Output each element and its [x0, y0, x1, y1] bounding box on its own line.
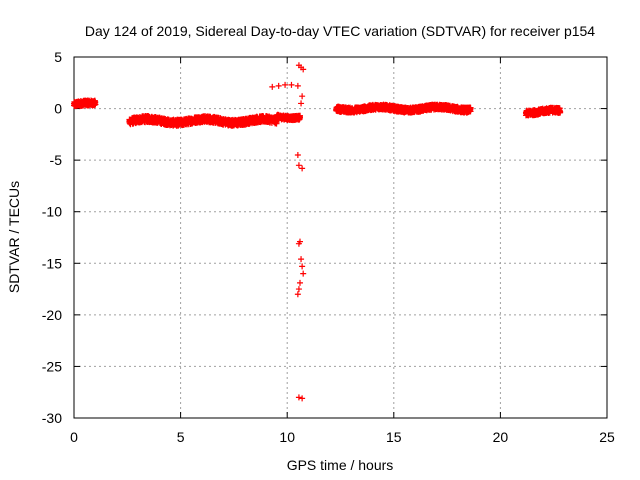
data-point	[92, 101, 99, 108]
x-tick-label: 20	[493, 429, 509, 445]
axis-ticks: 0 5 10 15 20 25 5 0 -5 -10 -15 -20 -25 -30	[42, 49, 615, 445]
data-point	[299, 263, 306, 270]
chart-title: Day 124 of 2019, Sidereal Day-to-day VTE…	[85, 23, 595, 39]
data-point	[294, 82, 301, 89]
x-tick-label: 5	[177, 429, 185, 445]
data-point	[295, 394, 302, 401]
data-point	[275, 82, 282, 89]
data-point	[467, 105, 474, 112]
data-point	[294, 151, 301, 158]
y-tick-label: 0	[54, 101, 62, 117]
data-points	[71, 62, 564, 402]
data-point	[282, 81, 289, 88]
y-tick-label: -30	[42, 410, 62, 426]
x-tick-label: 10	[279, 429, 295, 445]
data-point	[288, 81, 295, 88]
y-tick-label: -10	[42, 204, 62, 220]
y-tick-label: -15	[42, 255, 62, 271]
data-point	[294, 291, 301, 298]
y-tick-label: -5	[50, 152, 63, 168]
data-point	[299, 93, 306, 100]
data-point	[298, 256, 305, 263]
data-point	[269, 83, 276, 90]
data-point	[299, 395, 306, 402]
data-point	[300, 66, 307, 73]
x-axis-label: GPS time / hours	[287, 457, 394, 473]
x-tick-label: 0	[70, 429, 78, 445]
y-tick-label: 5	[54, 49, 62, 65]
data-point	[299, 165, 306, 172]
x-tick-label: 15	[386, 429, 402, 445]
data-point	[298, 100, 305, 107]
y-tick-label: -25	[42, 358, 62, 374]
data-point	[296, 238, 303, 245]
data-point	[296, 114, 303, 121]
data-point	[557, 108, 564, 115]
data-point	[295, 286, 302, 293]
data-point	[296, 279, 303, 286]
data-point	[295, 162, 302, 169]
x-tick-label: 25	[599, 429, 615, 445]
data-point	[300, 270, 307, 277]
y-axis-label: SDTVAR / TECUs	[6, 181, 22, 293]
y-tick-label: -20	[42, 307, 62, 323]
